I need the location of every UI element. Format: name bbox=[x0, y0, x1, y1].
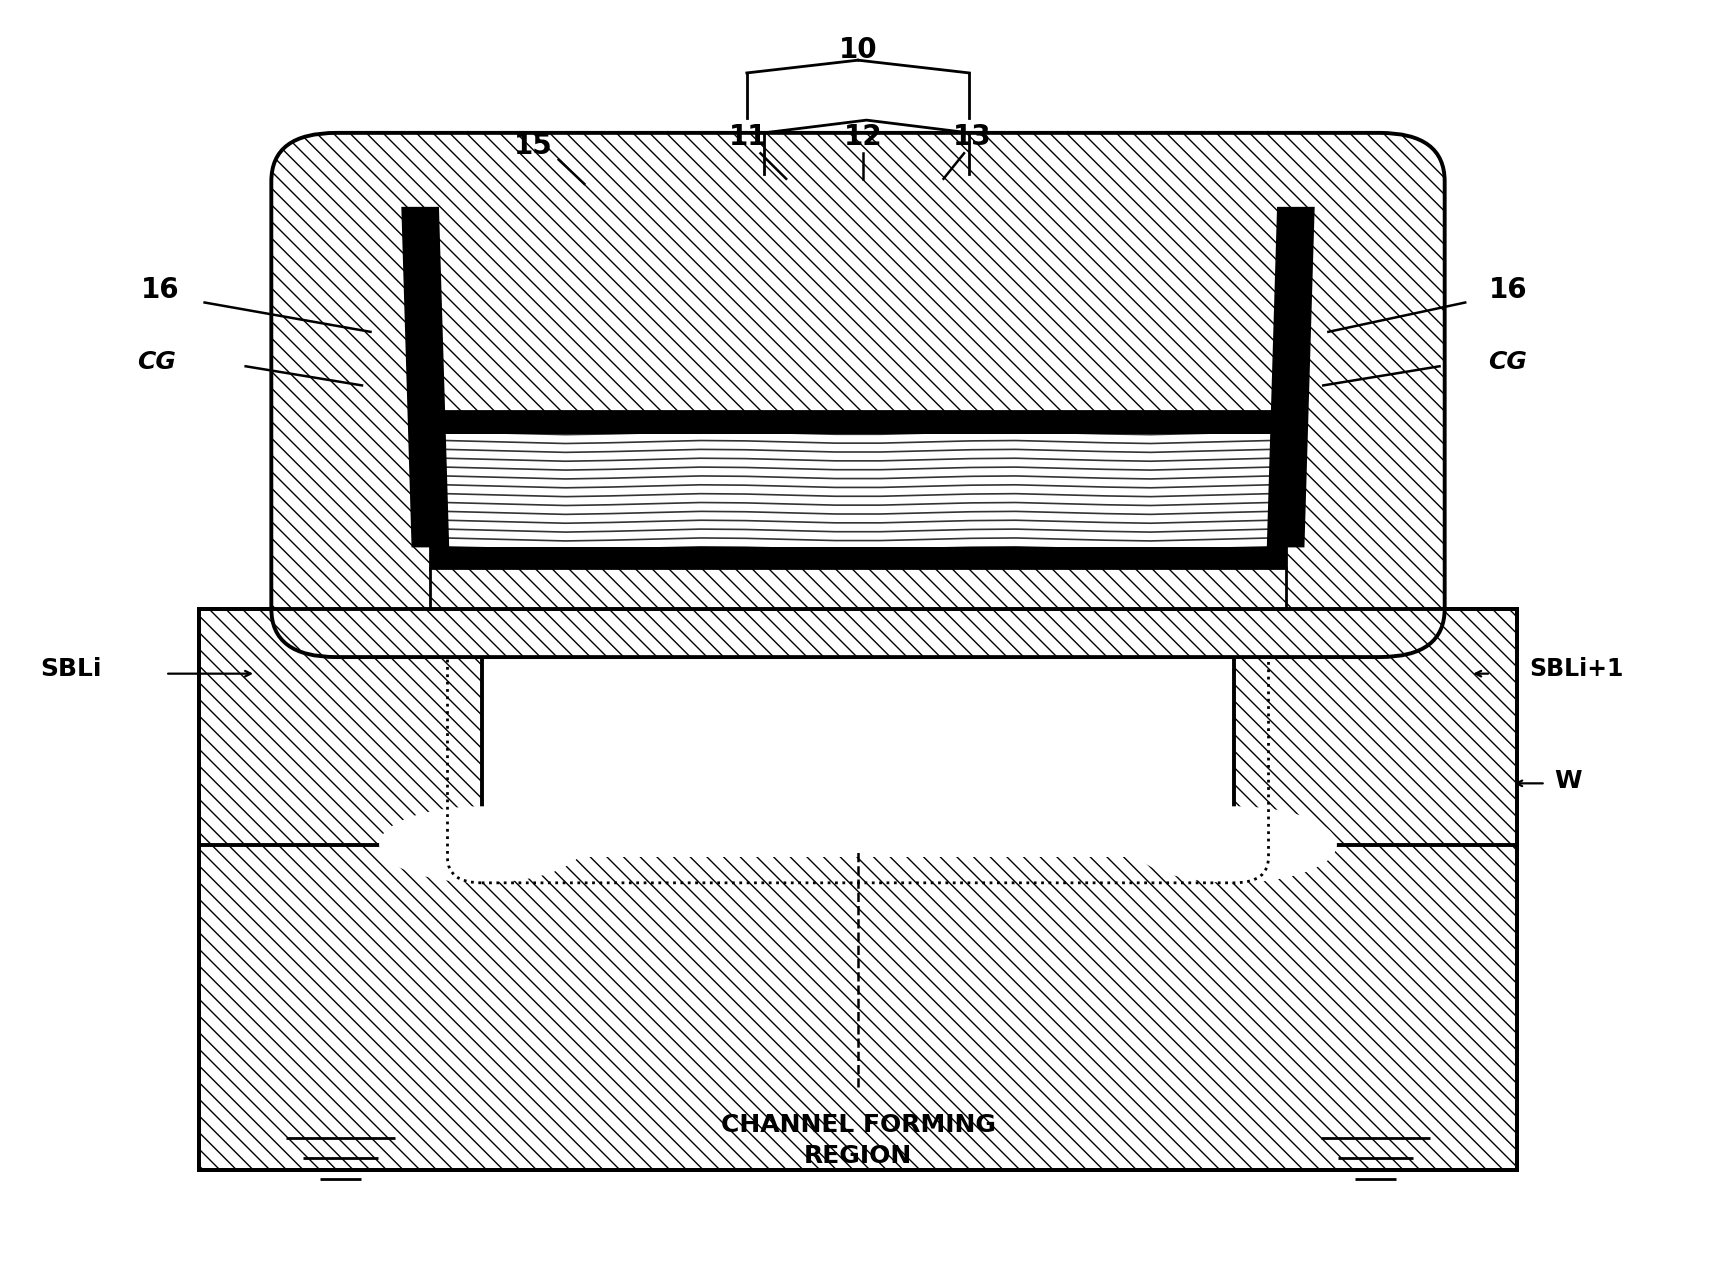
Text: 15: 15 bbox=[513, 132, 553, 160]
Polygon shape bbox=[402, 206, 450, 547]
Text: CHANNEL FORMING
REGION: CHANNEL FORMING REGION bbox=[721, 1113, 995, 1168]
FancyBboxPatch shape bbox=[199, 608, 482, 844]
Text: SBLi: SBLi bbox=[41, 657, 101, 680]
Text: 16: 16 bbox=[1489, 275, 1527, 304]
Text: 10: 10 bbox=[839, 36, 877, 64]
Text: SBLi+1: SBLi+1 bbox=[1529, 657, 1623, 680]
FancyBboxPatch shape bbox=[431, 547, 1285, 570]
FancyBboxPatch shape bbox=[271, 133, 1445, 657]
FancyBboxPatch shape bbox=[431, 411, 1285, 570]
FancyBboxPatch shape bbox=[199, 608, 1517, 1170]
FancyBboxPatch shape bbox=[482, 608, 1234, 857]
FancyBboxPatch shape bbox=[1234, 608, 1517, 844]
Ellipse shape bbox=[379, 806, 585, 883]
Text: CG: CG bbox=[137, 351, 177, 374]
Text: 16: 16 bbox=[141, 275, 180, 304]
Text: 11: 11 bbox=[729, 123, 767, 151]
Text: 13: 13 bbox=[954, 123, 992, 151]
Ellipse shape bbox=[1131, 806, 1337, 883]
FancyBboxPatch shape bbox=[431, 411, 1285, 434]
Text: 12: 12 bbox=[844, 123, 882, 151]
Text: CG: CG bbox=[1488, 351, 1527, 374]
FancyBboxPatch shape bbox=[431, 567, 1285, 608]
Text: W: W bbox=[1555, 769, 1582, 793]
Polygon shape bbox=[1266, 206, 1314, 547]
